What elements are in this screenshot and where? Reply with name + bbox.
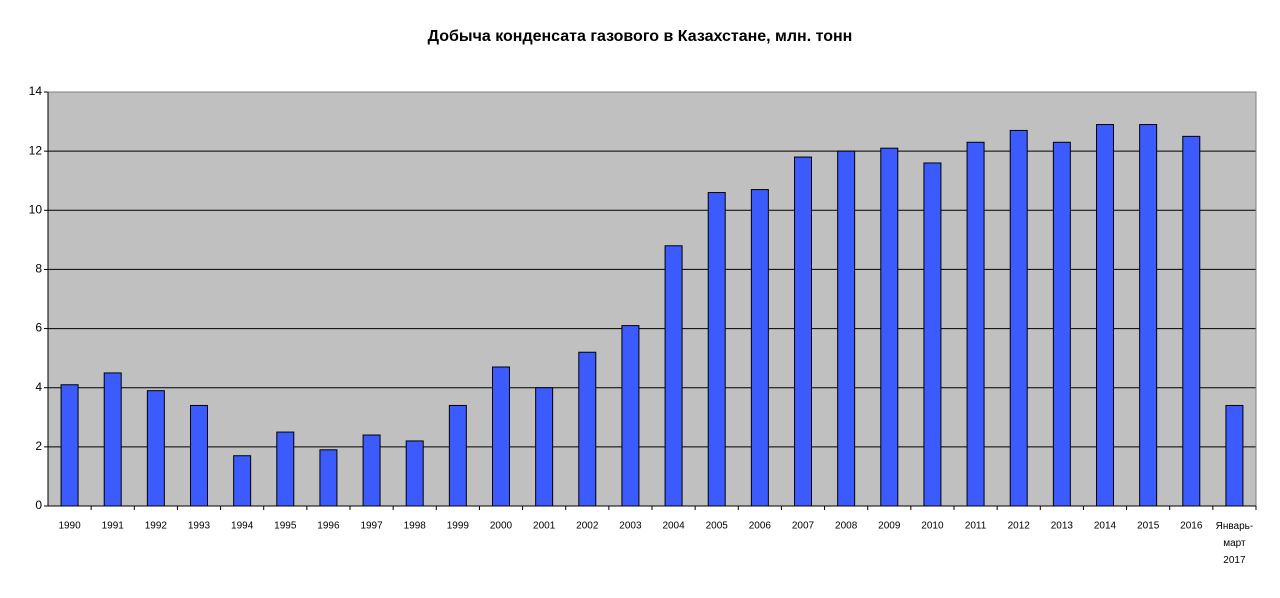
y-tick-label: 14: [29, 84, 43, 98]
bar: [405, 440, 424, 507]
x-tick-label: 2001: [533, 521, 556, 532]
bar: [233, 455, 252, 507]
bar: [664, 245, 683, 507]
x-tick-label: 1990: [58, 521, 81, 532]
bar: [492, 366, 510, 507]
x-tick-label: 1999: [447, 521, 470, 532]
x-tick-label: 1992: [145, 521, 168, 532]
bar: [319, 449, 338, 507]
bar: [1096, 124, 1114, 507]
x-tick-label: 2008: [835, 521, 858, 532]
bar: [60, 384, 79, 507]
bar: [1139, 124, 1158, 507]
x-tick-label: 1991: [102, 521, 125, 532]
chart-title: Добыча конденсата газового в Казахстане,…: [428, 28, 853, 45]
x-tick-label: 2006: [749, 521, 772, 532]
x-tick-label: 2010: [921, 521, 944, 532]
y-tick-label: 10: [29, 202, 43, 216]
x-tick-label: 2012: [1008, 521, 1031, 532]
bar: [578, 351, 597, 507]
x-tick-label-line: 2017: [1223, 555, 1246, 566]
x-tick-label: 1996: [317, 521, 340, 532]
bar: [750, 189, 769, 507]
x-tick-label: 2005: [706, 521, 729, 532]
x-tick-label: 2007: [792, 521, 815, 532]
bar: [1009, 129, 1028, 507]
y-tick-label: 8: [35, 262, 42, 276]
bar: [146, 390, 165, 507]
bar: [535, 387, 554, 507]
bar: [1225, 404, 1244, 507]
bar: [448, 404, 467, 507]
bar: [103, 372, 122, 507]
x-tick-label: 2015: [1137, 521, 1160, 532]
x-tick-label: 1998: [404, 521, 427, 532]
y-tick-label: 2: [35, 439, 42, 453]
bar: [966, 141, 985, 507]
bar: [837, 150, 856, 507]
x-tick-label: 2014: [1094, 521, 1117, 532]
x-tick-label: 2009: [878, 521, 901, 532]
bar: [362, 434, 381, 507]
x-tick-label: 1997: [360, 521, 383, 532]
bar: [923, 162, 942, 507]
y-tick-label: 4: [35, 380, 42, 394]
x-tick-label: 2004: [662, 521, 685, 532]
bar: [707, 192, 726, 507]
x-tick-label: 2013: [1051, 521, 1074, 532]
x-tick-label: 2002: [576, 521, 599, 532]
bar: [621, 325, 640, 507]
bar: [880, 147, 899, 507]
x-tick-label: 2011: [965, 521, 987, 532]
bar: [1182, 135, 1201, 507]
x-tick-label-line: март: [1223, 538, 1246, 549]
x-tick-label: 1995: [274, 521, 297, 532]
plot-area: [48, 92, 1256, 506]
bar: [190, 404, 208, 507]
y-tick-label: 6: [35, 321, 42, 335]
x-tick-label: 1994: [231, 521, 254, 532]
y-tick-label: 12: [29, 143, 43, 157]
x-tick-label: 2000: [490, 521, 513, 532]
x-tick-label: 2016: [1180, 521, 1203, 532]
x-tick-label: 2003: [619, 521, 642, 532]
x-tick-label: 1993: [188, 521, 211, 532]
bar: [276, 431, 295, 507]
bar: [1052, 141, 1071, 507]
x-tick-label-line: Январь-: [1216, 521, 1254, 532]
bar: [794, 156, 812, 507]
y-tick-label: 0: [35, 498, 42, 512]
x-tick-label: Январь-март 2017: [1216, 521, 1254, 566]
